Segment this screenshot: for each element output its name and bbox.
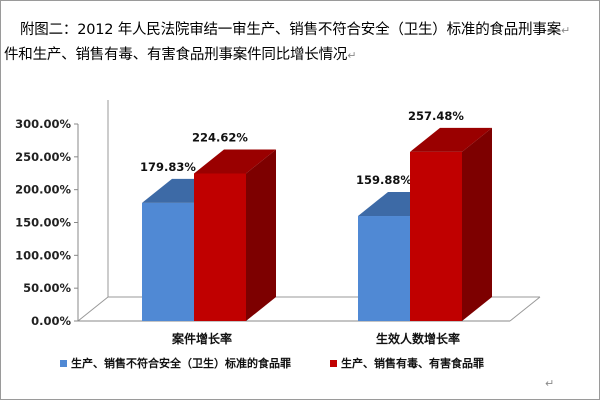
legend-swatch (60, 360, 67, 367)
data-label: 179.83% (140, 160, 196, 174)
data-label: 159.88% (356, 173, 412, 187)
legend-label: 生产、销售不符合安全（卫生）标准的食品罪 (71, 356, 291, 370)
bar-front (194, 173, 246, 321)
bar-side (462, 127, 492, 321)
caption-line-1-text: 附图二：2012 年人民法院审结一审生产、销售不符合安全（卫生）标准的食品刑事案 (20, 22, 562, 38)
chart-area: 0.00% 50.00% 100.00% 150.00% 200.00% 250.00% 3… (0, 86, 600, 386)
paragraph-mark: ↵ (561, 24, 571, 37)
floor-right-edge (509, 296, 541, 322)
bar-side (246, 149, 276, 321)
legend-swatch (330, 360, 337, 367)
y-tick-label: 250.00% (15, 150, 71, 164)
data-label: 224.62% (192, 130, 248, 144)
legend-label: 生产、销售有毒、有害食品罪 (341, 356, 484, 370)
caption-line-2-text: 件和生产、销售有毒、有害食品刑事案件同比增长情况 (4, 47, 348, 63)
y-tick-label: 50.00% (23, 281, 71, 295)
bar-chart: 0.00% 50.00% 100.00% 150.00% 200.00% 250.00% 3… (15, 100, 541, 370)
x-category-label: 案件增长率 (171, 331, 232, 346)
caption-line-1: 附图二：2012 年人民法院审结一审生产、销售不符合安全（卫生）标准的食品刑事案… (4, 18, 594, 43)
caption-line-2: 件和生产、销售有毒、有害食品刑事案件同比增长情况↵ (4, 43, 594, 68)
paragraph-mark: ↵ (347, 49, 357, 62)
y-tick-label: 300.00% (15, 117, 71, 131)
x-category-label: 生效人数增长率 (376, 331, 460, 346)
bar-front (410, 151, 462, 321)
bar-top (410, 127, 492, 152)
y-tick-label: 150.00% (15, 216, 71, 230)
chart-caption: 附图二：2012 年人民法院审结一审生产、销售不符合安全（卫生）标准的食品刑事案… (4, 18, 594, 68)
bar-top (194, 149, 276, 174)
y-tick-label: 0.00% (31, 314, 71, 328)
paragraph-mark-end: ↵ (545, 377, 555, 390)
bar-front (142, 202, 194, 321)
y-tick-label: 200.00% (15, 183, 71, 197)
data-label: 257.48% (408, 109, 464, 123)
bar-front (358, 216, 410, 321)
y-tick-label: 100.00% (15, 248, 71, 262)
